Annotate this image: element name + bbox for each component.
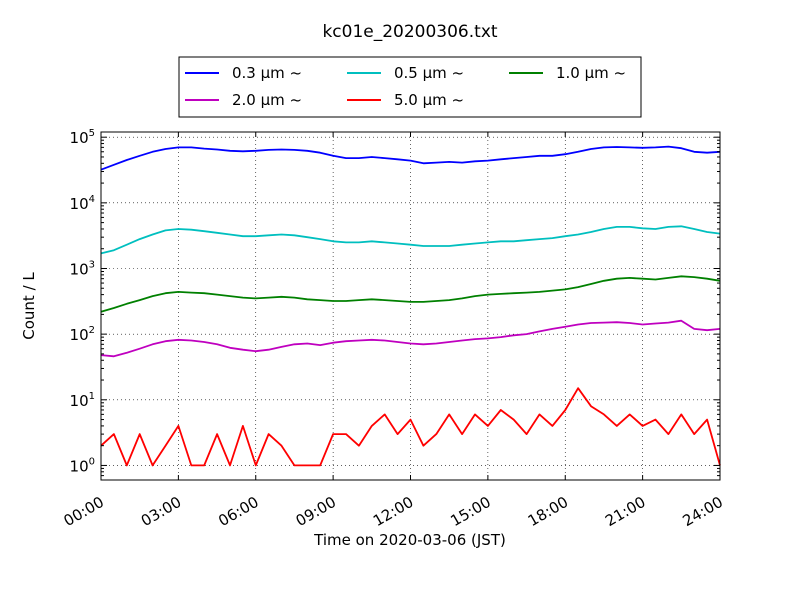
legend: 0.3 μm ~ 0.5 μm ~ 1.0 μm ~ 2.0 μm ~ 5.0 μm ~ [178,56,642,118]
y-tick-label: 102 [70,325,95,344]
x-axis-label: Time on 2020-03-06 (JST) [313,531,506,549]
legend-label-5: 5.0 μm ~ [394,91,464,109]
y-tick-exponent: 0 [89,456,95,467]
legend-label-4: 2.0 μm ~ [232,91,302,109]
legend-label-1: 0.3 μm ~ [232,64,302,82]
y-tick-exponent: 4 [89,194,95,205]
legend-label-2: 0.5 μm ~ [394,64,464,82]
y-tick-exponent: 2 [89,325,95,336]
legend-label-3: 1.0 μm ~ [556,64,626,82]
legend-box [178,56,642,118]
y-tick-base: 10 [70,129,89,147]
y-tick-base: 10 [70,326,89,344]
y-tick-label: 104 [70,194,95,213]
y-tick-label: 103 [70,259,95,278]
y-tick-exponent: 3 [89,259,95,270]
y-tick-base: 10 [70,392,89,410]
series-layer [100,145,721,467]
y-tick-base: 10 [70,457,89,475]
chart-title: kc01e_20200306.txt [322,22,497,42]
y-tick-label: 105 [70,128,95,147]
series-line-5 [100,387,721,467]
y-axis-label: Count / L [20,272,38,340]
y-tick-label: 100 [70,456,95,475]
y-tick-base: 10 [70,195,89,213]
series-line-3 [100,275,721,313]
y-tick-exponent: 5 [89,128,95,139]
series-line-1 [100,145,721,171]
series-line-4 [100,319,721,358]
y-tick-base: 10 [70,260,89,278]
y-tick-exponent: 1 [89,391,95,402]
series-line-2 [100,225,721,255]
y-tick-label: 101 [70,391,95,410]
